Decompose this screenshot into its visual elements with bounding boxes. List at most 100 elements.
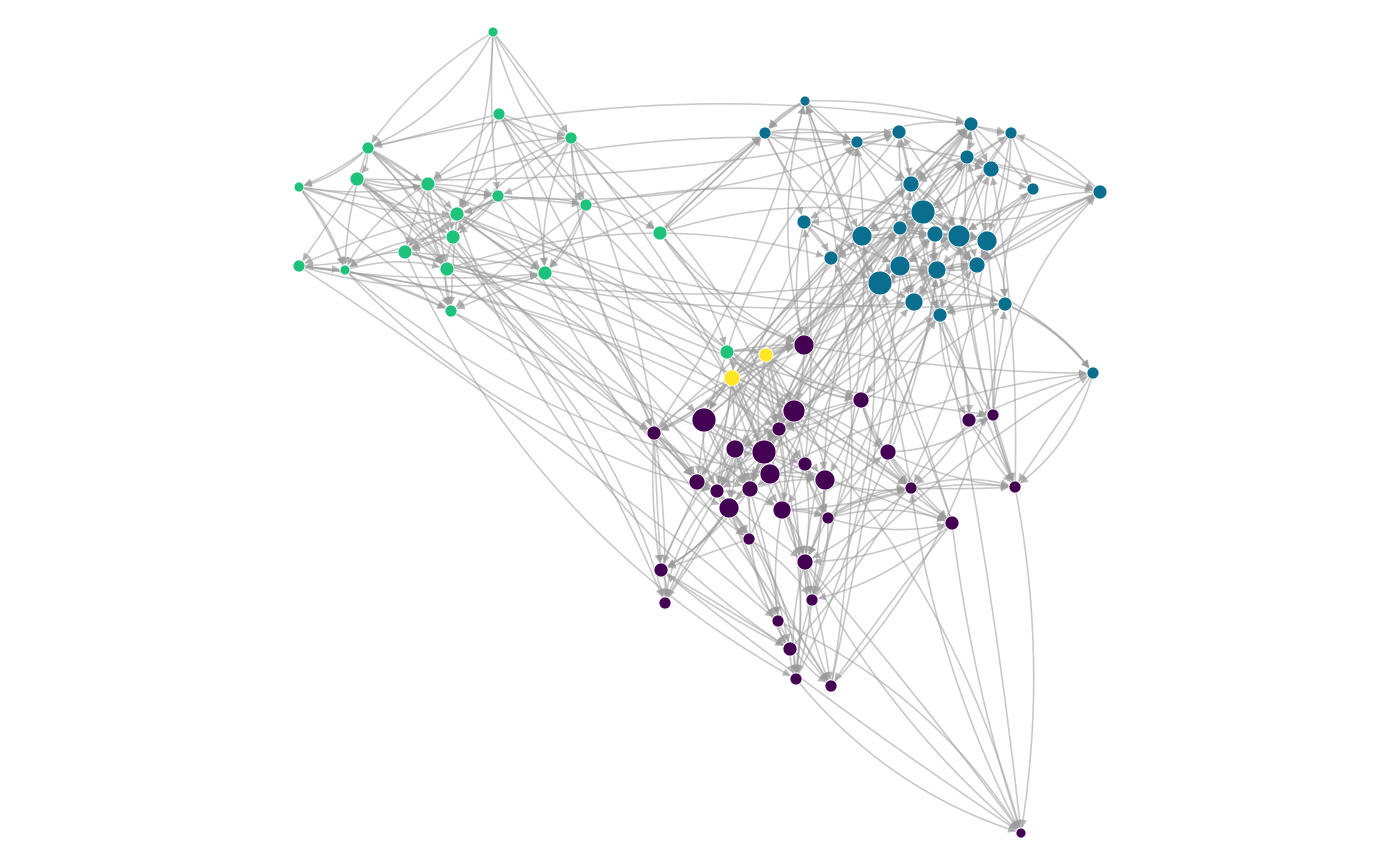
graph-node-yellow	[758, 347, 774, 363]
graph-edge	[498, 113, 566, 137]
graph-edge	[659, 136, 760, 234]
graph-node-purple	[772, 500, 792, 520]
graph-edge	[298, 265, 773, 426]
graph-edge	[804, 561, 1019, 829]
graph-edge	[715, 377, 733, 484]
graph-node-green	[439, 261, 455, 277]
graph-edge	[811, 148, 865, 601]
graph-edge	[1004, 303, 1090, 369]
graph-node-purple	[718, 497, 740, 519]
graph-edge	[341, 147, 369, 265]
graph-edge	[769, 370, 1087, 475]
graph-edge	[805, 105, 953, 524]
graph-node-teal	[1026, 182, 1040, 196]
graph-node-purple	[653, 562, 669, 578]
graph-edge	[344, 261, 441, 271]
graph-edge	[967, 163, 996, 416]
graph-node-teal	[1092, 184, 1108, 200]
graph-edge	[728, 507, 777, 616]
graph-node-purple	[904, 481, 918, 495]
graph-edge	[666, 574, 1022, 834]
graph-node-teal	[1004, 126, 1018, 140]
graph-edge	[983, 191, 1101, 260]
graph-edge	[777, 620, 1019, 829]
graph-edge	[795, 678, 1017, 833]
graph-edge	[446, 232, 825, 270]
graph-node-green	[339, 264, 351, 276]
graph-node-teal	[959, 149, 975, 165]
graph-node-teal	[947, 224, 971, 248]
graph-node-purple	[646, 425, 662, 441]
graph-edge	[659, 377, 733, 428]
graph-edge	[1004, 303, 1090, 369]
graph-edge	[446, 137, 761, 270]
graph-node-green	[397, 244, 413, 260]
graph-edge	[585, 187, 912, 211]
graph-edge	[659, 232, 795, 342]
graph-node-teal	[796, 214, 812, 230]
graph-node-teal	[758, 126, 772, 140]
graph-node-purple	[805, 593, 819, 607]
graph-node-purple	[782, 641, 798, 657]
graph-edge	[860, 243, 951, 401]
graph-node-teal	[963, 116, 979, 132]
graph-node-teal	[850, 135, 864, 149]
graph-node-green	[487, 26, 499, 38]
graph-node-teal	[927, 260, 947, 280]
graph-edge	[461, 137, 572, 209]
graph-edge	[427, 183, 907, 485]
graph-edge	[367, 147, 987, 418]
graph-edge	[913, 293, 999, 303]
graph-edge	[824, 233, 897, 481]
graph-edge	[347, 183, 429, 266]
graph-edge	[731, 377, 946, 521]
graph-edge	[344, 269, 711, 492]
graph-edge	[804, 561, 833, 680]
graph-edge	[411, 195, 499, 252]
graph-node-purple	[793, 334, 815, 356]
graph-node-green	[652, 225, 668, 241]
graph-node-teal	[799, 95, 811, 107]
graph-edge	[951, 522, 1021, 829]
graph-edge	[404, 251, 791, 677]
graph-node-purple	[796, 553, 814, 571]
graph-edge	[726, 146, 853, 353]
graph-edge	[664, 192, 1029, 604]
graph-node-purple	[944, 515, 960, 531]
graph-edge	[303, 147, 369, 186]
graph-edge	[765, 354, 805, 555]
graph-node-yellow	[723, 369, 741, 387]
graph-node-teal	[867, 270, 893, 296]
graph-edge	[373, 31, 494, 146]
graph-edge	[298, 186, 442, 264]
graph-edge	[456, 196, 580, 215]
graph-edge	[498, 113, 906, 485]
graph-node-green	[292, 259, 306, 273]
graph-edge	[827, 517, 945, 531]
graph-edge	[659, 206, 978, 239]
graph-edge	[456, 213, 785, 646]
graph-edge	[895, 139, 994, 416]
graph-edge	[968, 191, 1101, 230]
graph-edge	[748, 538, 809, 595]
graph-edge	[367, 147, 664, 598]
graph-edge	[497, 195, 775, 617]
graph-node-purple	[658, 596, 672, 610]
graph-edge	[811, 375, 1088, 601]
graph-node-green	[491, 189, 505, 203]
graph-edge	[830, 311, 1008, 687]
graph-edge	[764, 132, 854, 232]
graph-edge	[1019, 372, 1094, 484]
graph-edge	[367, 147, 453, 209]
graph-edge	[344, 269, 760, 475]
graph-edge	[720, 354, 767, 486]
graph-node-purple	[824, 679, 838, 693]
graph-edge	[696, 189, 905, 483]
graph-node-green	[449, 206, 465, 222]
graph-node-green	[445, 229, 461, 245]
graph-edge	[498, 113, 760, 441]
graph-edge	[356, 178, 775, 505]
graph-edge	[651, 432, 663, 563]
graph-edge	[371, 31, 494, 143]
graph-node-purple	[725, 439, 745, 459]
